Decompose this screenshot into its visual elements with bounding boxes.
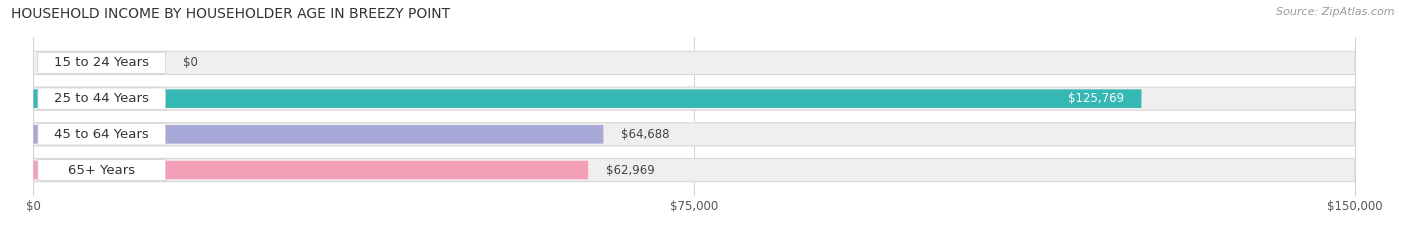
FancyBboxPatch shape [34, 87, 1355, 110]
Text: 25 to 44 Years: 25 to 44 Years [55, 92, 149, 105]
Text: 45 to 64 Years: 45 to 64 Years [55, 128, 149, 141]
FancyBboxPatch shape [34, 125, 603, 144]
FancyBboxPatch shape [38, 52, 166, 74]
Text: HOUSEHOLD INCOME BY HOUSEHOLDER AGE IN BREEZY POINT: HOUSEHOLD INCOME BY HOUSEHOLDER AGE IN B… [11, 7, 450, 21]
FancyBboxPatch shape [34, 123, 1355, 146]
FancyBboxPatch shape [38, 88, 166, 109]
FancyBboxPatch shape [34, 161, 588, 179]
Text: 15 to 24 Years: 15 to 24 Years [55, 56, 149, 69]
Text: $62,969: $62,969 [606, 164, 655, 177]
FancyBboxPatch shape [38, 124, 166, 145]
Text: Source: ZipAtlas.com: Source: ZipAtlas.com [1277, 7, 1395, 17]
FancyBboxPatch shape [34, 89, 1142, 108]
Text: 65+ Years: 65+ Years [67, 164, 135, 177]
FancyBboxPatch shape [34, 51, 1355, 75]
Text: $64,688: $64,688 [621, 128, 669, 141]
Text: $0: $0 [183, 56, 198, 69]
Text: $125,769: $125,769 [1067, 92, 1123, 105]
FancyBboxPatch shape [34, 158, 1355, 182]
FancyBboxPatch shape [38, 159, 166, 181]
